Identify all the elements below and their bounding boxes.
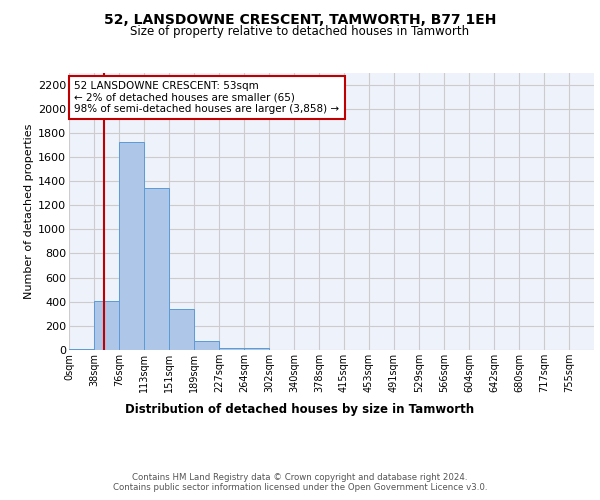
Bar xyxy=(219,348,244,350)
Bar xyxy=(94,300,119,350)
Bar xyxy=(144,188,169,350)
Text: Contains HM Land Registry data © Crown copyright and database right 2024.
Contai: Contains HM Land Registry data © Crown c… xyxy=(113,472,487,492)
Bar xyxy=(194,341,219,350)
Bar xyxy=(169,309,194,350)
Y-axis label: Number of detached properties: Number of detached properties xyxy=(24,124,34,299)
Text: Distribution of detached houses by size in Tamworth: Distribution of detached houses by size … xyxy=(125,402,475,415)
Text: 52 LANSDOWNE CRESCENT: 53sqm
← 2% of detached houses are smaller (65)
98% of sem: 52 LANSDOWNE CRESCENT: 53sqm ← 2% of det… xyxy=(74,81,340,114)
Text: 52, LANSDOWNE CRESCENT, TAMWORTH, B77 1EH: 52, LANSDOWNE CRESCENT, TAMWORTH, B77 1E… xyxy=(104,12,496,26)
Text: Size of property relative to detached houses in Tamworth: Size of property relative to detached ho… xyxy=(130,25,470,38)
Bar xyxy=(119,142,144,350)
Bar xyxy=(244,348,269,350)
Bar xyxy=(69,349,94,350)
